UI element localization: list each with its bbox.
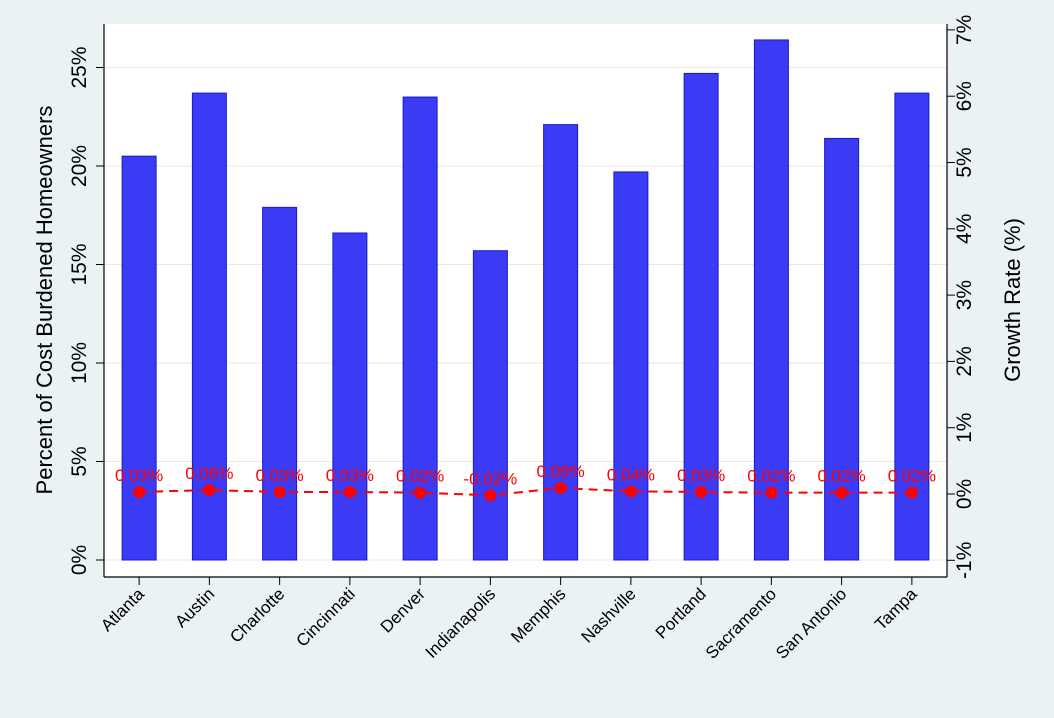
bar bbox=[121, 155, 157, 561]
y-tick-label: 15% bbox=[68, 243, 91, 285]
gridlines bbox=[104, 67, 947, 561]
bar bbox=[894, 92, 930, 561]
y-tick-label: 0% bbox=[68, 545, 91, 575]
x-tick-label: Austin bbox=[171, 584, 218, 631]
y2-tick-label: 1% bbox=[953, 413, 976, 443]
x-tick-label: Indianapolis bbox=[422, 584, 500, 662]
x-tick-label: Portland bbox=[652, 584, 710, 642]
growth-point bbox=[624, 485, 637, 498]
bar bbox=[683, 72, 719, 561]
bar bbox=[753, 39, 789, 561]
y2-tick-label: 5% bbox=[953, 147, 976, 177]
y2-tick-label: -1% bbox=[953, 542, 976, 579]
growth-data-label: 0.09% bbox=[537, 462, 585, 481]
growth-point bbox=[203, 484, 216, 497]
growth-point bbox=[133, 486, 146, 499]
bar bbox=[543, 124, 579, 561]
x-tick-label: Charlotte bbox=[226, 584, 288, 646]
growth-data-label: 0.06% bbox=[185, 464, 233, 483]
plot-area bbox=[104, 24, 947, 577]
y-tick-label: 10% bbox=[68, 342, 91, 384]
y-tick-label: 25% bbox=[68, 46, 91, 88]
x-tick-label: Memphis bbox=[507, 584, 569, 646]
y2-tick-label: 6% bbox=[953, 81, 976, 111]
bar bbox=[332, 232, 368, 561]
x-tick-label: Sacramento bbox=[702, 584, 780, 662]
y-axis-title: Percent of Cost Burdened Homeowners bbox=[32, 106, 57, 495]
y-tick-label: 20% bbox=[68, 145, 91, 187]
y2-tick-label: 2% bbox=[953, 346, 976, 376]
bar bbox=[402, 96, 438, 561]
growth-data-label: 0.02% bbox=[888, 467, 936, 486]
y-tick-label: 5% bbox=[68, 446, 91, 476]
growth-data-label: 0.02% bbox=[747, 467, 795, 486]
x-tick-label: Cincinnati bbox=[292, 584, 358, 650]
growth-point bbox=[835, 486, 848, 499]
growth-data-label: 0.02% bbox=[396, 467, 444, 486]
growth-data-label: 0.02% bbox=[818, 467, 866, 486]
x-tick-label: Nashville bbox=[577, 584, 639, 646]
growth-line: 0.03% 0.06% 0.03% 0.03% 0.02% -0.02% 0.09% 0.04… bbox=[115, 462, 936, 502]
growth-point bbox=[273, 486, 286, 499]
growth-point bbox=[343, 486, 356, 499]
y2-tick-label: 4% bbox=[953, 214, 976, 244]
x-tick-label: Denver bbox=[377, 584, 429, 636]
growth-point bbox=[554, 482, 567, 495]
growth-data-label: -0.02% bbox=[463, 469, 517, 488]
growth-point bbox=[695, 486, 708, 499]
growth-data-label: 0.04% bbox=[607, 465, 655, 484]
growth-data-label: 0.03% bbox=[677, 466, 725, 485]
y2-tick-label: 0% bbox=[953, 479, 976, 509]
growth-line-path bbox=[139, 487, 912, 497]
growth-point bbox=[484, 489, 497, 502]
bar bbox=[191, 92, 227, 561]
x-tick-label: Atlanta bbox=[97, 584, 148, 635]
y2-tick-label: 3% bbox=[953, 280, 976, 310]
growth-data-label: 0.03% bbox=[115, 466, 163, 485]
bar bbox=[613, 171, 649, 561]
growth-point bbox=[765, 486, 778, 499]
bar bbox=[472, 250, 508, 561]
y2-axis-title: Growth Rate (%) bbox=[1000, 218, 1025, 382]
x-tick-label: San Antonio bbox=[772, 584, 850, 662]
growth-data-label: 0.03% bbox=[256, 466, 304, 485]
y2-tick-label: 7% bbox=[953, 15, 976, 45]
growth-point bbox=[905, 486, 918, 499]
growth-data-label: 0.03% bbox=[326, 466, 374, 485]
bar bbox=[262, 206, 298, 561]
growth-point bbox=[414, 486, 427, 499]
bars bbox=[121, 39, 930, 561]
x-tick-label: Tampa bbox=[871, 584, 921, 634]
